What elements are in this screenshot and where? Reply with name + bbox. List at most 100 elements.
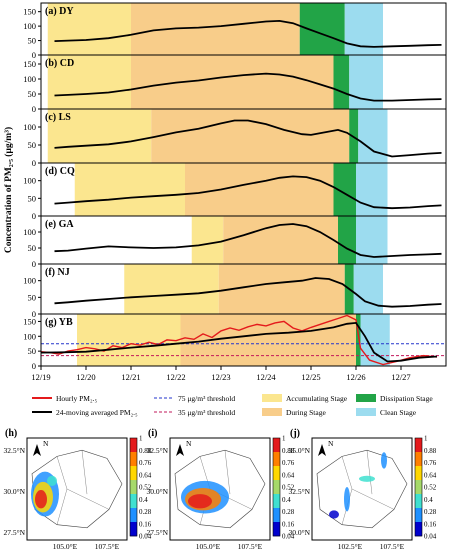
panel-1: 0 50 100 150 (b) CD <box>23 54 447 114</box>
panel-4: 0 50 100 (e) GA <box>23 215 447 269</box>
colorbar-frame <box>272 437 281 537</box>
stage-band-accumulating <box>47 55 131 109</box>
north-arrow-icon <box>176 444 184 456</box>
colorbar-tick-label: 0.28 <box>282 508 295 516</box>
colorbar-segment <box>130 466 137 481</box>
y-tick-label: 150 <box>23 7 36 17</box>
y-tick-label: 0 <box>32 104 36 114</box>
series-line-0 <box>40 314 438 366</box>
concentration-patch <box>47 475 57 486</box>
legend-clean-swatch <box>356 408 376 416</box>
y-tick-label: 0 <box>32 259 36 269</box>
stage-band-dissipation <box>333 163 356 216</box>
colorbar-tick-label: 0.28 <box>424 508 437 516</box>
colorbar-segment <box>415 466 422 481</box>
panel-label: (e) GA <box>45 219 74 230</box>
y-tick-label: 50 <box>28 346 37 356</box>
lon-tick-label: 105.0°E <box>53 542 78 550</box>
colorbar-tick-label: 0.88 <box>282 447 295 455</box>
colorbar-tick-label: 0.16 <box>139 520 152 528</box>
legend-clean-label: Clean Stage <box>380 408 417 417</box>
stage-band-during <box>151 109 350 163</box>
y-tick-label: 50 <box>28 193 37 203</box>
colorbar-tick-label: 0.28 <box>139 508 152 516</box>
panel-frame <box>40 313 447 367</box>
y-tick-label: 100 <box>23 176 36 186</box>
panel-0: 0 50 100 150 (a) DY <box>23 2 447 60</box>
lat-tick-label: 27.5°N <box>146 528 168 537</box>
series-line-0 <box>54 72 442 102</box>
concentration-patch <box>35 490 47 509</box>
stage-band-clean <box>360 314 390 366</box>
y-tick-label: 0 <box>32 309 36 319</box>
colorbar-tick-label: 0.16 <box>282 520 295 528</box>
map-label: (i) <box>148 428 157 439</box>
series-line-0 <box>54 19 442 48</box>
colorbar-segment <box>130 452 137 467</box>
north-arrow-icon <box>318 444 326 456</box>
maps: N (h) 32.5°N 30.0°N 27.5°N 105.0°E 107.5°E 1 0.8… <box>3 428 436 550</box>
lon-tick-label: 105.0°E <box>196 542 221 550</box>
panel-label: (g) YB <box>45 317 73 328</box>
y-tick-label: 50 <box>28 36 37 46</box>
y-tick-label: 0 <box>32 361 36 371</box>
colorbar-segment <box>273 522 280 537</box>
y-tick-label: 50 <box>28 89 37 99</box>
stage-band-during <box>185 163 334 216</box>
colorbar-tick-label: 0.4 <box>424 496 433 504</box>
legend-t35-label: 35 μg/m³ threshold <box>178 408 235 417</box>
colorbar-segment <box>273 466 280 481</box>
colorbar-segment <box>415 494 422 509</box>
colorbar-tick-label: 1 <box>282 435 286 443</box>
series-line-0 <box>54 223 442 258</box>
colorbar-segment <box>130 522 137 537</box>
colorbar-segment <box>415 438 422 453</box>
stage-band-dissipation <box>338 216 356 264</box>
map-panel-2: N (j) 35.0°N 32.5°N 30.0°N 102.5°E 107.5°E 1 0.8… <box>288 428 436 550</box>
colorbar-tick-label: 0.64 <box>282 471 295 479</box>
colorbar-tick-label: 0.76 <box>424 459 437 467</box>
y-tick-label: 0 <box>32 158 36 168</box>
y-tick-label: 50 <box>28 140 37 150</box>
colorbar-segment <box>273 452 280 467</box>
stage-band-accumulating <box>191 216 224 264</box>
colorbar-tick-label: 0.04 <box>139 533 152 541</box>
colorbar-segment <box>130 480 137 495</box>
stage-band-during <box>131 55 334 109</box>
colorbar-tick-label: 0.52 <box>282 484 295 492</box>
lon-tick-label: 107.5°E <box>380 542 405 550</box>
lat-tick-label: 32.5°N <box>146 446 168 455</box>
series-line-0 <box>54 119 442 158</box>
colorbar-segment <box>273 508 280 523</box>
north-arrow-icon <box>33 444 41 456</box>
colorbar-tick-label: 1 <box>424 435 428 443</box>
map-frame <box>311 437 413 541</box>
legend-during-swatch <box>262 408 282 416</box>
panel-6: 0 50 100 150 (g) YB <box>23 313 447 371</box>
stage-band-accumulating <box>77 314 181 366</box>
panel-label: (d) CQ <box>45 166 75 177</box>
stage-band-during <box>218 264 345 314</box>
legend-during-label: During Stage <box>286 408 326 417</box>
concentration-patch <box>359 475 375 482</box>
stage-band-dissipation <box>356 314 361 366</box>
lon-tick-label: 102.5°E <box>338 542 363 550</box>
lat-tick-label: 30.0°N <box>3 487 25 496</box>
y-tick-label: 100 <box>23 276 36 286</box>
time-series-panels: 0 50 100 150 (a) DY 0 50 100 150 (b) CD 0 50 100 (c) … <box>23 2 447 371</box>
legend-accumulating-label: Accumulating Stage <box>286 394 348 403</box>
colorbar-segment <box>130 508 137 523</box>
y-tick-label: 100 <box>23 331 36 341</box>
colorbar-tick-label: 0.04 <box>282 533 295 541</box>
concentration-patch <box>344 486 350 512</box>
x-tick-label: 12/24 <box>256 372 276 382</box>
y-tick-label: 100 <box>23 122 36 132</box>
colorbar-tick-label: 1 <box>139 435 143 443</box>
lat-tick-label: 30.0°N <box>146 487 168 496</box>
lat-tick-label: 30.0°N <box>288 528 310 537</box>
x-tick-label: 12/27 <box>391 372 410 382</box>
legend-t75-label: 75 μg/m³ threshold <box>178 394 235 403</box>
y-tick-label: 100 <box>23 227 36 237</box>
y-tick-label: 100 <box>23 74 36 84</box>
